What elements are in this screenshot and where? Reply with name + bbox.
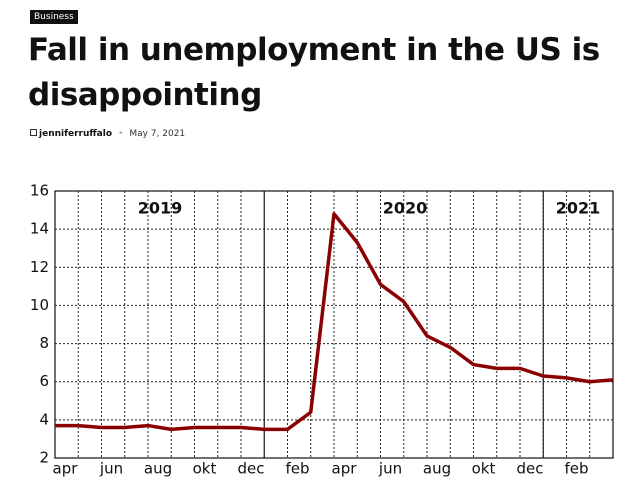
y-tick-label: 12 xyxy=(30,258,49,276)
year-label: 2019 xyxy=(138,199,183,218)
x-tick-label: aug xyxy=(423,460,451,478)
category-badge[interactable]: Business xyxy=(30,10,78,24)
x-tick-label: dec xyxy=(238,460,265,478)
data-line xyxy=(55,212,614,432)
author-icon xyxy=(30,129,37,136)
x-tick-label: feb xyxy=(285,460,309,478)
x-tick-label: feb xyxy=(564,460,588,478)
x-tick-label: jun xyxy=(378,460,402,478)
x-tick-label: apr xyxy=(53,460,79,478)
author[interactable]: jenniferruffalo xyxy=(39,129,113,139)
byline: jenniferruffalo • May 7, 2021 xyxy=(30,129,185,139)
y-tick-label: 8 xyxy=(39,334,49,352)
y-tick-label: 14 xyxy=(30,220,49,238)
y-tick-label: 2 xyxy=(39,449,49,467)
y-tick-label: 10 xyxy=(30,296,49,314)
year-label: 2021 xyxy=(556,199,601,218)
plot-frame xyxy=(54,190,614,459)
date: May 7, 2021 xyxy=(129,129,186,139)
y-tick-label: 6 xyxy=(39,372,49,390)
x-tick-label: aug xyxy=(144,460,172,478)
y-tick-label: 4 xyxy=(39,410,49,428)
y-tick-label: 16 xyxy=(30,182,49,200)
x-tick-label: okt xyxy=(193,460,217,478)
article-title: Fall in unemployment in the US is disapp… xyxy=(28,32,600,113)
x-tick-label: jun xyxy=(99,460,123,478)
separator: • xyxy=(118,129,124,139)
x-tick-label: dec xyxy=(517,460,544,478)
x-tick-label: apr xyxy=(332,460,358,478)
year-label: 2020 xyxy=(383,199,428,218)
x-tick-label: okt xyxy=(472,460,496,478)
